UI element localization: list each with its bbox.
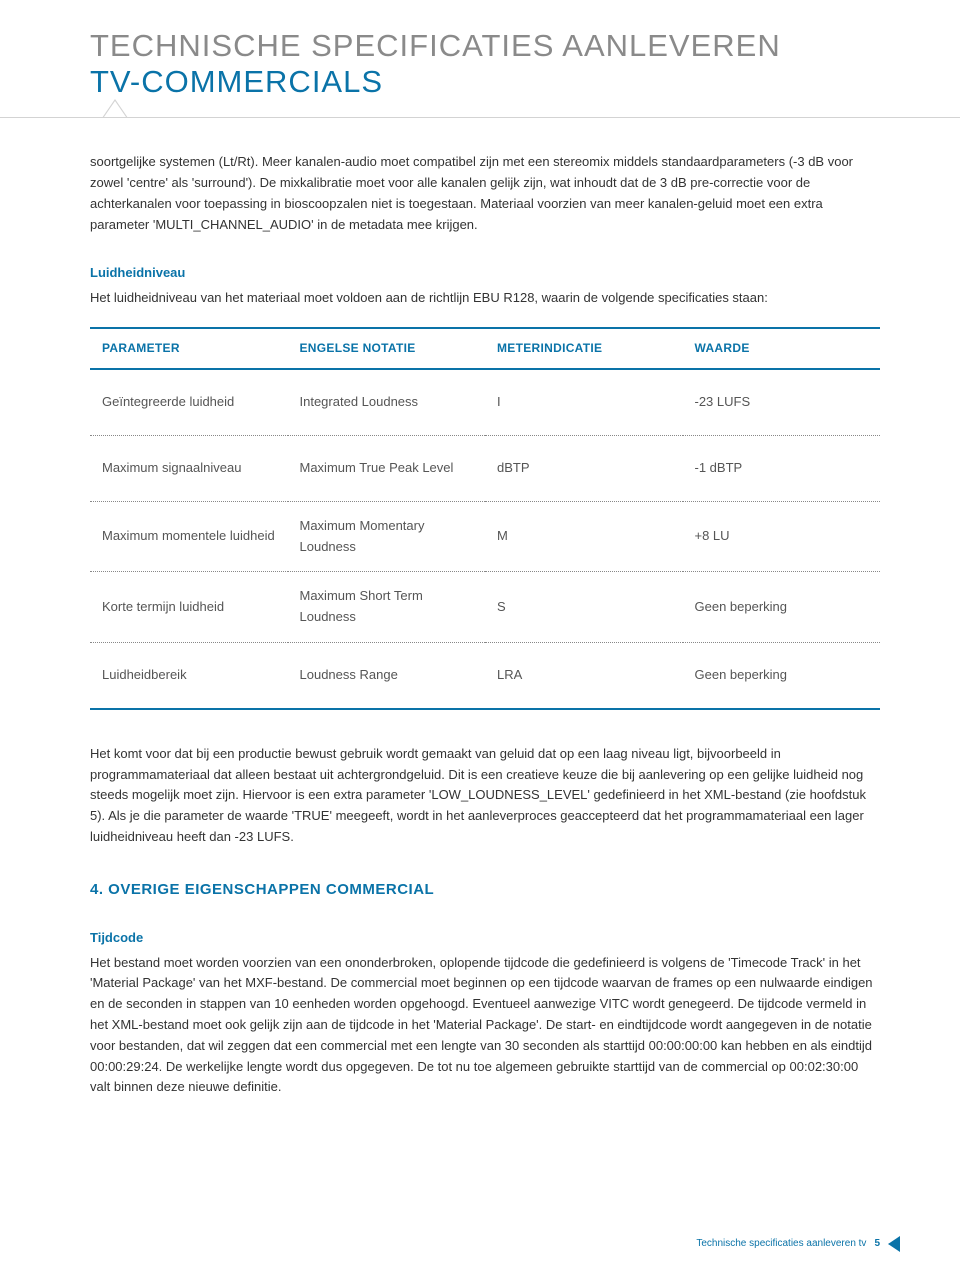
loudness-label: Luidheidniveau bbox=[90, 263, 880, 284]
loudness-table: PARAMETER ENGELSE NOTATIE METERINDICATIE… bbox=[90, 327, 880, 710]
tijdcode-body: Het bestand moet worden voorzien van een… bbox=[90, 953, 880, 1099]
table-cell: +8 LU bbox=[683, 501, 881, 572]
footer-page-number: 5 bbox=[874, 1236, 880, 1252]
triangle-icon bbox=[102, 99, 128, 118]
table-row: Maximum momentele luidheidMaximum Moment… bbox=[90, 501, 880, 572]
table-cell: Geen beperking bbox=[683, 572, 881, 643]
table-cell: -1 dBTP bbox=[683, 436, 881, 502]
table-body: Geïntegreerde luidheidIntegrated Loudnes… bbox=[90, 369, 880, 709]
after-table-paragraph: Het komt voor dat bij een productie bewu… bbox=[90, 744, 880, 848]
footer-text: Technische specificaties aanleveren tv bbox=[696, 1236, 866, 1252]
table-row: LuidheidbereikLoudness RangeLRAGeen bepe… bbox=[90, 643, 880, 709]
table-cell: Loudness Range bbox=[288, 643, 486, 709]
header-divider bbox=[0, 117, 960, 118]
table-cell: -23 LUFS bbox=[683, 369, 881, 435]
table-cell: Maximum momentele luidheid bbox=[90, 501, 288, 572]
page-footer: Technische specificaties aanleveren tv 5 bbox=[696, 1236, 900, 1252]
table-row: Maximum signaalniveauMaximum True Peak L… bbox=[90, 436, 880, 502]
footer-triangle-icon bbox=[888, 1236, 900, 1252]
table-header-cell: WAARDE bbox=[683, 328, 881, 369]
page-header: TECHNISCHE SPECIFICATIES AANLEVEREN TV-C… bbox=[90, 28, 880, 99]
table-header-cell: METERINDICATIE bbox=[485, 328, 683, 369]
table-header-cell: PARAMETER bbox=[90, 328, 288, 369]
table-header-row: PARAMETER ENGELSE NOTATIE METERINDICATIE… bbox=[90, 328, 880, 369]
header-line-2: TV-COMMERCIALS bbox=[90, 64, 880, 100]
tijdcode-label: Tijdcode bbox=[90, 928, 880, 949]
table-cell: S bbox=[485, 572, 683, 643]
table-cell: Korte termijn luidheid bbox=[90, 572, 288, 643]
table-cell: Maximum True Peak Level bbox=[288, 436, 486, 502]
table-cell: Geïntegreerde luidheid bbox=[90, 369, 288, 435]
header-line-1: TECHNISCHE SPECIFICATIES AANLEVEREN bbox=[90, 28, 880, 64]
loudness-intro: Het luidheidniveau van het materiaal moe… bbox=[90, 288, 880, 309]
table-cell: Integrated Loudness bbox=[288, 369, 486, 435]
table-cell: Maximum signaalniveau bbox=[90, 436, 288, 502]
section-4-heading: 4. OVERIGE EIGENSCHAPPEN COMMERCIAL bbox=[90, 878, 880, 902]
table-header-cell: ENGELSE NOTATIE bbox=[288, 328, 486, 369]
table-cell: LRA bbox=[485, 643, 683, 709]
table-cell: Maximum Short Term Loudness bbox=[288, 572, 486, 643]
table-cell: Geen beperking bbox=[683, 643, 881, 709]
intro-paragraph: soortgelijke systemen (Lt/Rt). Meer kana… bbox=[90, 152, 880, 235]
table-row: Geïntegreerde luidheidIntegrated Loudnes… bbox=[90, 369, 880, 435]
table-cell: Luidheidbereik bbox=[90, 643, 288, 709]
table-row: Korte termijn luidheidMaximum Short Term… bbox=[90, 572, 880, 643]
table-cell: dBTP bbox=[485, 436, 683, 502]
table-cell: I bbox=[485, 369, 683, 435]
table-cell: Maximum Momentary Loudness bbox=[288, 501, 486, 572]
table-cell: M bbox=[485, 501, 683, 572]
